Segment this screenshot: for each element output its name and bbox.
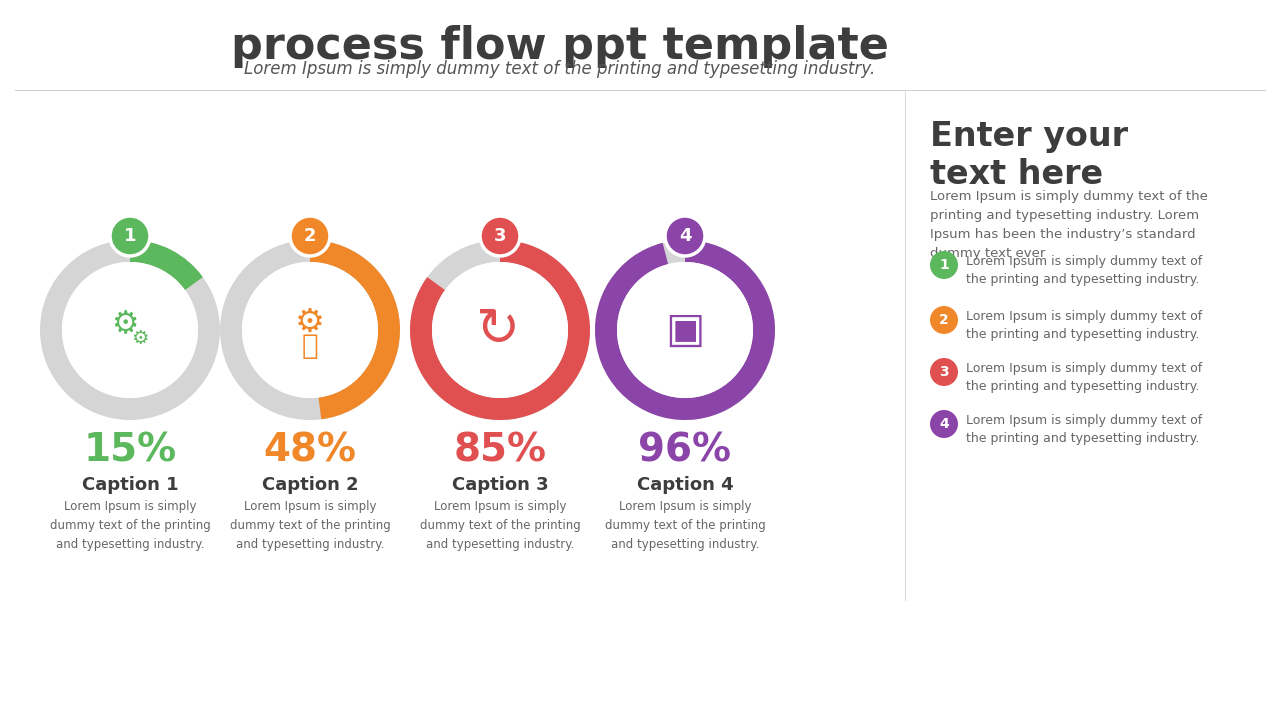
Text: Lorem Ipsum is simply dummy text of
the printing and typesetting industry.: Lorem Ipsum is simply dummy text of the …	[966, 310, 1202, 341]
Text: Enter your
text here: Enter your text here	[931, 120, 1128, 192]
Text: ⚙: ⚙	[296, 305, 325, 338]
Circle shape	[291, 216, 330, 256]
Circle shape	[617, 262, 753, 398]
Text: 4: 4	[940, 417, 948, 431]
Text: Lorem Ipsum is simply
dummy text of the printing
and typesetting industry.: Lorem Ipsum is simply dummy text of the …	[50, 500, 210, 551]
Text: 85%: 85%	[453, 432, 547, 470]
Text: 48%: 48%	[264, 432, 357, 470]
Text: 🤲: 🤲	[302, 332, 319, 360]
Circle shape	[666, 216, 705, 256]
Text: Caption 1: Caption 1	[82, 476, 178, 494]
Text: 1: 1	[124, 227, 136, 245]
Text: ↻: ↻	[476, 304, 520, 356]
Text: Lorem Ipsum is simply dummy text of the
printing and typesetting industry. Lorem: Lorem Ipsum is simply dummy text of the …	[931, 190, 1208, 260]
Wedge shape	[410, 240, 590, 420]
Circle shape	[110, 216, 150, 256]
Text: 2: 2	[303, 227, 316, 245]
Text: Caption 4: Caption 4	[636, 476, 733, 494]
Text: Lorem Ipsum is simply dummy text of
the printing and typesetting industry.: Lorem Ipsum is simply dummy text of the …	[966, 255, 1202, 286]
Text: ▣: ▣	[666, 309, 705, 351]
Text: 2: 2	[940, 313, 948, 327]
Text: Lorem Ipsum is simply dummy text of
the printing and typesetting industry.: Lorem Ipsum is simply dummy text of the …	[966, 362, 1202, 393]
Wedge shape	[595, 240, 774, 420]
Text: Caption 2: Caption 2	[261, 476, 358, 494]
Circle shape	[433, 262, 568, 398]
Text: 4: 4	[678, 227, 691, 245]
Wedge shape	[310, 240, 399, 419]
Text: 15%: 15%	[83, 432, 177, 470]
Text: ⚙: ⚙	[111, 310, 138, 340]
Text: Lorem Ipsum is simply
dummy text of the printing
and typesetting industry.: Lorem Ipsum is simply dummy text of the …	[420, 500, 580, 551]
Text: Lorem Ipsum is simply
dummy text of the printing
and typesetting industry.: Lorem Ipsum is simply dummy text of the …	[604, 500, 765, 551]
Wedge shape	[40, 240, 220, 420]
Text: process flow ppt template: process flow ppt template	[232, 25, 888, 68]
Circle shape	[61, 262, 198, 398]
Circle shape	[931, 358, 957, 386]
Circle shape	[931, 306, 957, 334]
Text: 3: 3	[494, 227, 507, 245]
Circle shape	[931, 251, 957, 279]
Wedge shape	[131, 240, 202, 290]
Text: 96%: 96%	[639, 432, 731, 470]
Text: Lorem Ipsum is simply
dummy text of the printing
and typesetting industry.: Lorem Ipsum is simply dummy text of the …	[229, 500, 390, 551]
Text: 1: 1	[940, 258, 948, 272]
Text: Lorem Ipsum is simply dummy text of
the printing and typesetting industry.: Lorem Ipsum is simply dummy text of the …	[966, 414, 1202, 445]
Text: ⚙: ⚙	[132, 328, 148, 348]
Text: 3: 3	[940, 365, 948, 379]
Circle shape	[931, 410, 957, 438]
Circle shape	[480, 216, 520, 256]
Text: Caption 3: Caption 3	[452, 476, 548, 494]
Wedge shape	[410, 240, 590, 420]
Text: Lorem Ipsum is simply dummy text of the printing and typesetting industry.: Lorem Ipsum is simply dummy text of the …	[244, 60, 876, 78]
Wedge shape	[220, 240, 399, 420]
Circle shape	[242, 262, 378, 398]
Wedge shape	[595, 240, 774, 420]
